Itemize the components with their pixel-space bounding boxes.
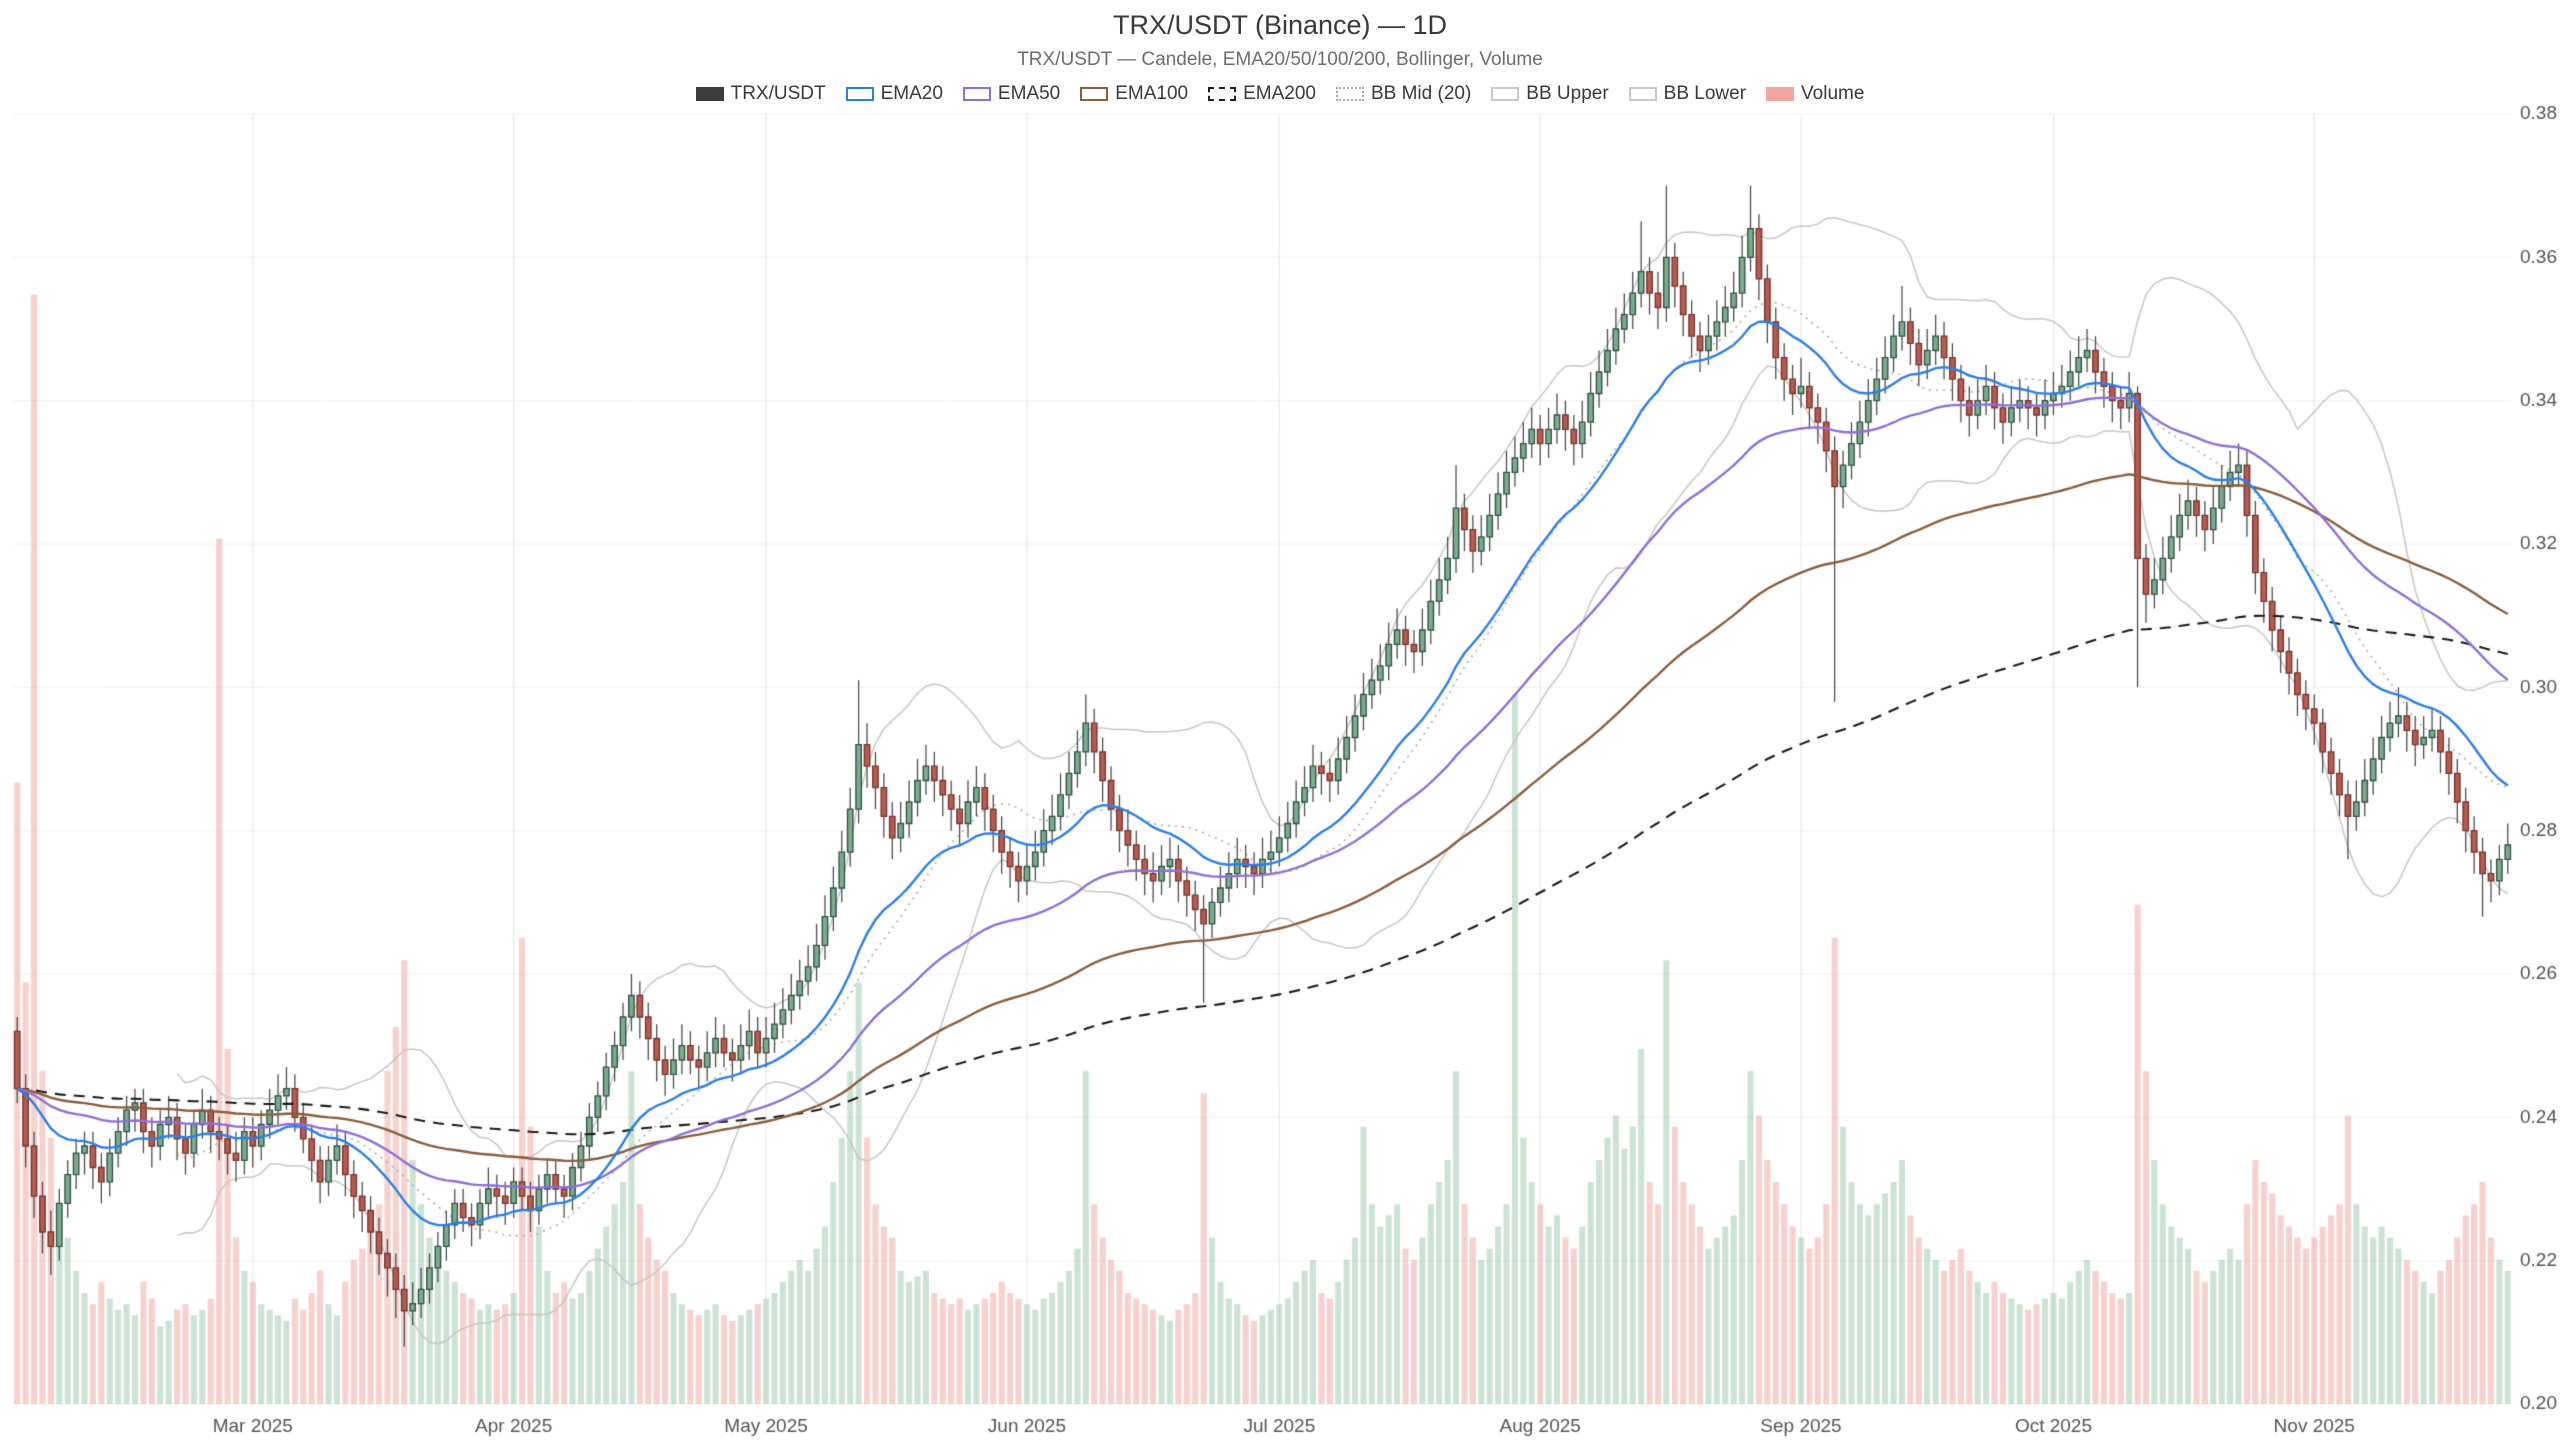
price-chart-canvas <box>0 0 2560 1440</box>
